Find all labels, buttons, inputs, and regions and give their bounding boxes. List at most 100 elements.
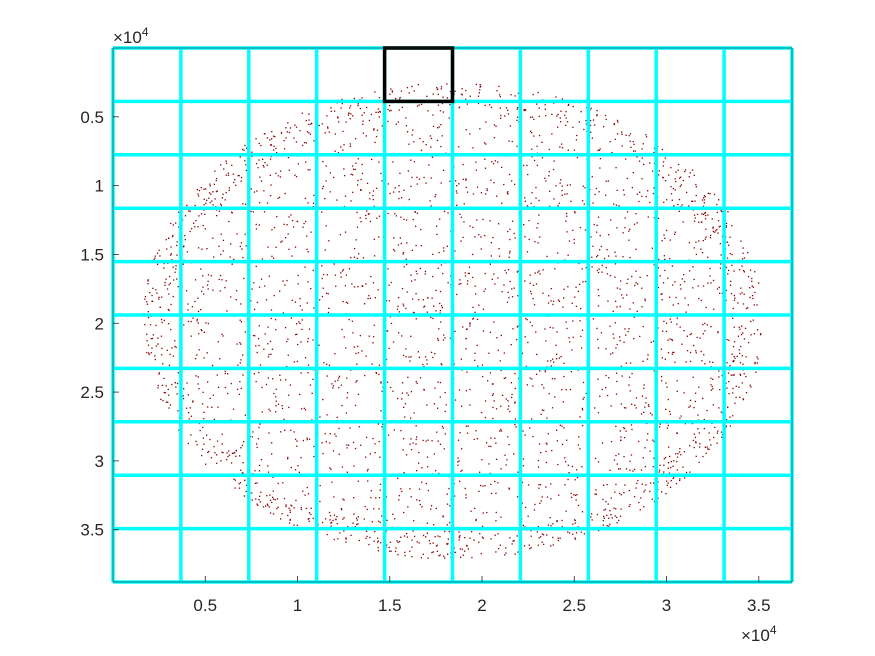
scatter-point (535, 186, 537, 189)
scatter-point (642, 143, 644, 145)
scatter-point (436, 431, 438, 433)
scatter-point (213, 418, 215, 421)
scatter-point (258, 344, 260, 347)
scatter-point (421, 467, 423, 469)
scatter-point (676, 461, 678, 463)
scatter-point (447, 542, 449, 545)
scatter-point (410, 496, 412, 498)
scatter-point (293, 524, 295, 526)
scatter-point (616, 522, 618, 524)
scatter-point (695, 194, 697, 197)
scatter-point (642, 360, 644, 362)
scatter-point (703, 212, 706, 214)
scatter-point (335, 435, 337, 437)
scatter-point (393, 191, 395, 193)
scatter-point (329, 467, 331, 469)
scatter-point (581, 425, 584, 427)
scatter-point (411, 85, 413, 88)
scatter-point (410, 449, 413, 451)
scatter-point (406, 536, 408, 538)
scatter-point (490, 179, 492, 181)
scatter-point (731, 264, 733, 267)
scatter-point (700, 299, 702, 302)
scatter-point (267, 326, 269, 328)
scatter-point (483, 142, 486, 144)
scatter-point (624, 227, 626, 229)
scatter-point (206, 248, 208, 250)
scatter-point (212, 394, 214, 396)
scatter-point (516, 119, 518, 121)
scatter-point (312, 339, 314, 341)
scatter-point (436, 139, 439, 142)
scatter-point (486, 189, 488, 192)
scatter-point (662, 330, 664, 332)
scatter-point (484, 400, 487, 402)
scatter-point (482, 512, 484, 514)
scatter-point (437, 440, 439, 442)
scatter-point (540, 536, 542, 538)
scatter-point (568, 240, 571, 242)
scatter-point (256, 351, 258, 354)
scatter-point (516, 339, 518, 341)
scatter-point (572, 229, 574, 231)
scatter-point (596, 269, 599, 272)
scatter-point (609, 141, 611, 143)
scatter-point (187, 320, 190, 323)
scatter-point (513, 287, 515, 289)
scatter-point (485, 193, 487, 195)
scatter-point (615, 425, 617, 427)
scatter-point (509, 125, 512, 127)
scatter-point (616, 287, 619, 289)
scatter-point (177, 286, 179, 288)
scatter-point (259, 501, 261, 503)
scatter-point (457, 464, 459, 466)
scatter-point (739, 374, 742, 376)
scatter-point (203, 443, 205, 445)
scatter-point (557, 463, 559, 466)
scatter-point (309, 169, 311, 171)
scatter-point (277, 197, 279, 199)
scatter-point (413, 161, 416, 163)
scatter-point (329, 519, 331, 521)
scatter-point (550, 288, 552, 290)
scatter-point (720, 254, 722, 256)
scatter-point (529, 130, 532, 132)
scatter-point (463, 221, 465, 223)
scatter-point (269, 512, 272, 514)
scatter-point (239, 455, 241, 457)
scatter-point (726, 362, 728, 364)
scatter-point (211, 406, 213, 408)
scatter-point (670, 321, 672, 323)
scatter-point (178, 211, 180, 213)
scatter-point (207, 381, 209, 383)
scatter-point (442, 272, 444, 275)
scatter-point (460, 470, 462, 473)
scatter-point (702, 397, 704, 399)
scatter-point (330, 468, 332, 470)
scatter-point (434, 536, 436, 538)
scatter-point (240, 242, 243, 244)
scatter-point (726, 241, 729, 243)
scatter-point (501, 202, 503, 204)
scatter-point (259, 423, 261, 425)
scatter-point (597, 149, 599, 152)
scatter-point (258, 159, 260, 161)
scatter-point (491, 161, 493, 163)
scatter-point (368, 335, 370, 337)
scatter-point (432, 275, 434, 278)
scatter-point (705, 236, 707, 238)
scatter-point (369, 297, 371, 300)
scatter-point (186, 251, 188, 253)
scatter-point (373, 238, 375, 240)
scatter-point (426, 532, 428, 534)
scatter-point (511, 288, 513, 290)
scatter-point (492, 406, 494, 409)
scatter-point (224, 370, 226, 373)
scatter-point (472, 317, 474, 319)
scatter-point (246, 147, 248, 149)
scatter-point (718, 226, 720, 228)
scatter-point (664, 237, 666, 239)
scatter-point (665, 493, 667, 495)
scatter-point (554, 268, 556, 270)
scatter-point (552, 168, 555, 171)
